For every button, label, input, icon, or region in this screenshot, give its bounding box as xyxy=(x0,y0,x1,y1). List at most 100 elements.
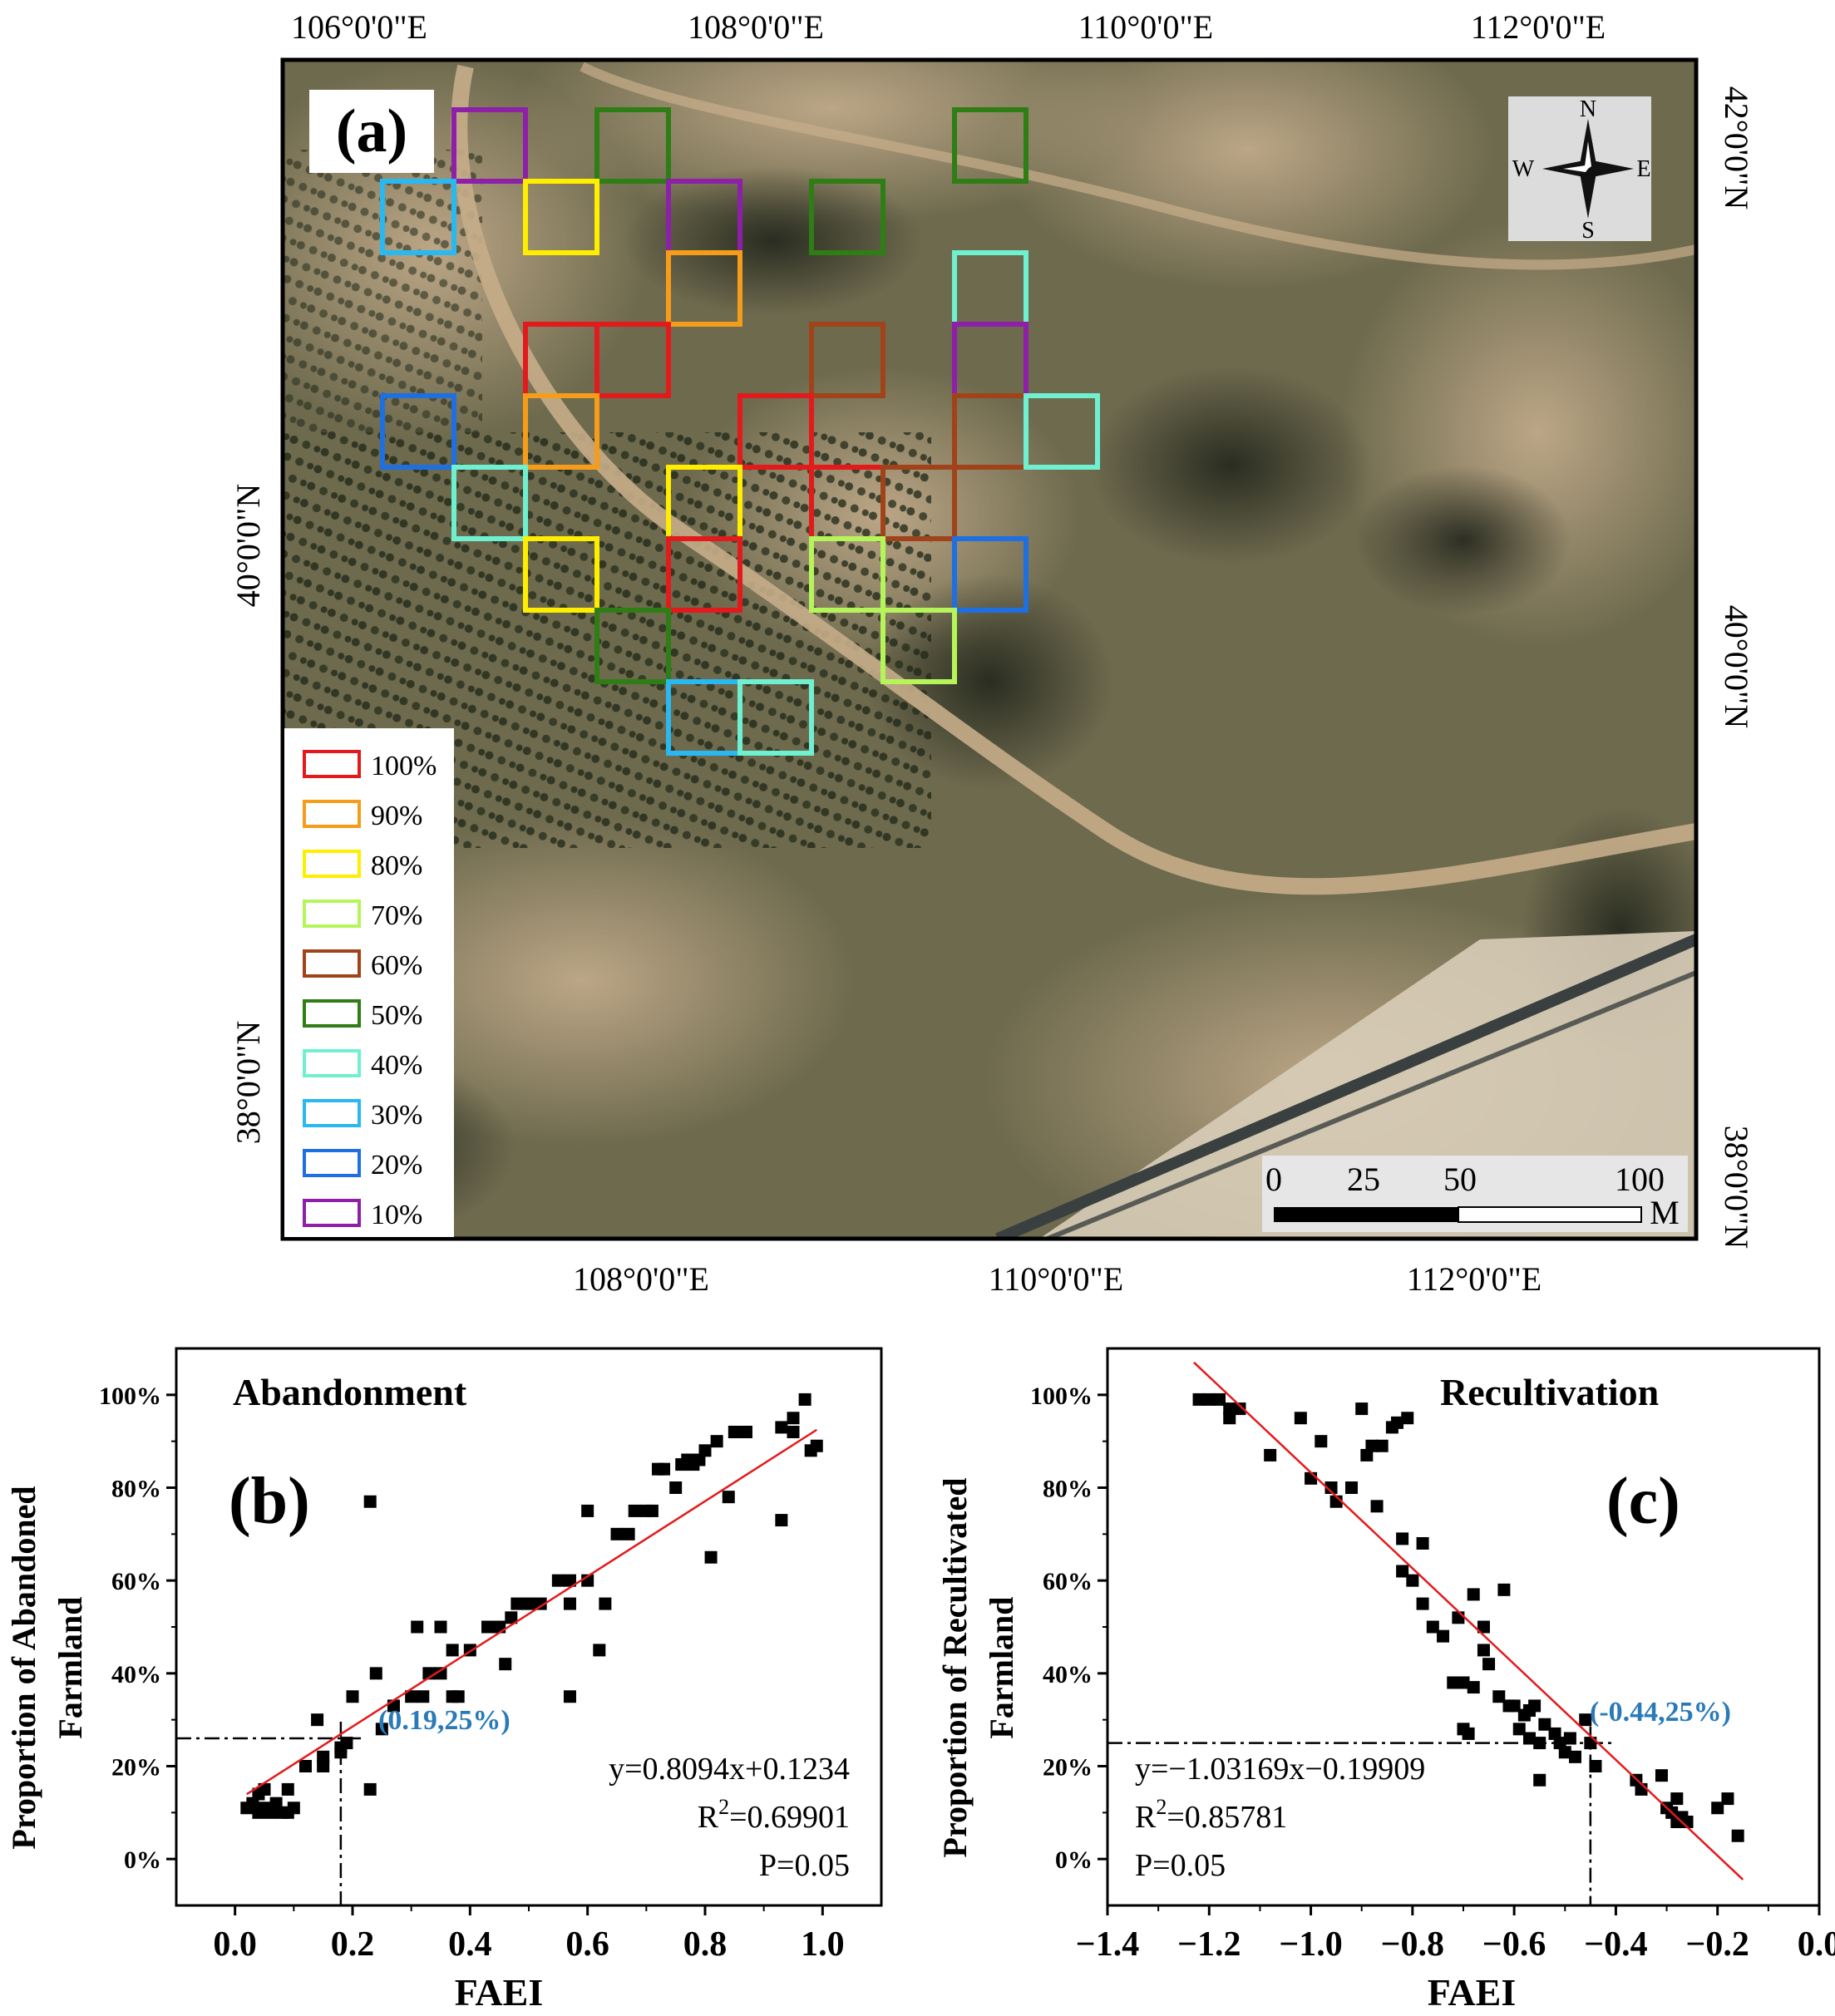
svg-text:y=0.8094x+0.1234: y=0.8094x+0.1234 xyxy=(609,1752,850,1787)
legend-swatch xyxy=(303,1049,361,1077)
legend-swatch xyxy=(303,900,361,928)
x-tick-label: 0.0 xyxy=(213,1925,257,1964)
grid-cell-22 xyxy=(523,536,599,613)
y-tick-label: 0% xyxy=(124,1846,161,1874)
data-point xyxy=(669,1481,683,1494)
satellite-map-panel: (a) N S W E 0 25 50 100 M 100% 90% 80% 70% 6… xyxy=(229,8,1755,1297)
svg-text:P=0.05: P=0.05 xyxy=(759,1848,850,1883)
y-tick-label: 80% xyxy=(111,1476,161,1503)
grid-cell-25 xyxy=(952,536,1028,613)
data-point xyxy=(1492,1690,1506,1703)
data-point xyxy=(1264,1448,1277,1461)
svg-text:Farmland: Farmland xyxy=(983,1596,1020,1738)
grid-cell-17 xyxy=(1024,393,1100,470)
grid-cell-18 xyxy=(451,465,528,541)
data-point xyxy=(317,1750,330,1763)
data-point xyxy=(511,1597,524,1610)
svg-text:108°0'0"E: 108°0'0"E xyxy=(573,1260,709,1297)
data-point xyxy=(1233,1402,1246,1416)
svg-text:108°0'0"E: 108°0'0"E xyxy=(688,8,824,46)
data-point xyxy=(622,1527,635,1540)
data-point xyxy=(710,1435,723,1448)
data-point xyxy=(593,1644,606,1657)
grid-cell-13 xyxy=(380,393,456,470)
x-axis-label: FAEI xyxy=(1428,1971,1517,2014)
svg-text:E: E xyxy=(1636,156,1650,182)
data-point xyxy=(375,1723,388,1736)
x-tick-label: −1.4 xyxy=(1076,1925,1139,1964)
scale-bar: 0 25 50 100 M xyxy=(1262,1156,1688,1232)
legend-swatch xyxy=(303,850,361,878)
data-point xyxy=(298,1760,312,1772)
svg-text:N: N xyxy=(1580,96,1596,122)
data-point xyxy=(499,1658,512,1671)
data-point xyxy=(1569,1750,1582,1763)
svg-text:Proportion of Recultivated: Proportion of Recultivated xyxy=(936,1478,974,1858)
data-point xyxy=(1731,1829,1744,1842)
x-tick-label: 0.8 xyxy=(683,1925,728,1964)
data-point xyxy=(1305,1471,1318,1485)
reference-point-label: (0.19,25%) xyxy=(378,1705,511,1736)
data-point xyxy=(787,1412,800,1425)
legend-label: 20% xyxy=(371,1150,422,1181)
reference-point-label: (-0.44,25%) xyxy=(1590,1697,1731,1728)
y-axis-label: Proportion of Recultivated Farmland xyxy=(936,1478,1020,1858)
legend-label: 70% xyxy=(371,900,422,931)
data-point xyxy=(1355,1402,1369,1416)
regression-equation: y=0.8094x+0.1234 R2=0.69901 P=0.05 xyxy=(609,1752,850,1883)
data-point xyxy=(581,1504,594,1517)
data-point xyxy=(1721,1792,1734,1806)
data-point xyxy=(1670,1792,1684,1806)
x-axis-label: FAEI xyxy=(455,1971,544,2014)
grid-cell-3 xyxy=(380,179,456,255)
data-point xyxy=(363,1782,377,1796)
svg-text:40°0'0"N: 40°0'0"N xyxy=(1718,605,1755,728)
data-point xyxy=(281,1782,294,1796)
chart-title: Abandonment xyxy=(233,1371,467,1413)
y-tick-label: 80% xyxy=(1043,1476,1093,1503)
data-point xyxy=(363,1495,377,1508)
data-point xyxy=(1223,1412,1236,1425)
legend-label: 10% xyxy=(371,1200,422,1230)
svg-text:38°0'0"N: 38°0'0"N xyxy=(1718,1126,1755,1249)
data-point xyxy=(645,1504,659,1517)
x-tick-label: −1.2 xyxy=(1177,1925,1241,1964)
grid-cell-7 xyxy=(666,250,742,327)
bottom-longitude-labels: 108°0'0"E 110°0'0"E 112°0'0"E xyxy=(573,1260,1541,1297)
legend-swatch xyxy=(303,949,361,978)
data-point xyxy=(1365,1439,1379,1452)
svg-text:(a): (a) xyxy=(336,97,407,165)
data-point xyxy=(493,1620,506,1634)
x-tick-label: −1.0 xyxy=(1279,1925,1342,1964)
grid-cell-23 xyxy=(666,536,742,613)
chart-title: Recultivation xyxy=(1440,1371,1659,1413)
data-point xyxy=(551,1574,565,1587)
data-point xyxy=(775,1421,788,1434)
legend-swatch xyxy=(303,1199,361,1227)
svg-text:0: 0 xyxy=(1265,1161,1282,1198)
svg-text:M: M xyxy=(1650,1194,1680,1231)
data-point xyxy=(1497,1583,1511,1596)
data-point xyxy=(451,1690,465,1703)
y-tick-label: 20% xyxy=(111,1754,161,1782)
data-point xyxy=(728,1426,741,1438)
x-tick-label: 0.0 xyxy=(1798,1925,1835,1964)
x-tick-label: −0.8 xyxy=(1381,1925,1444,1964)
y-tick-label: 60% xyxy=(111,1568,161,1595)
data-point xyxy=(775,1514,788,1527)
data-point xyxy=(1579,1713,1592,1727)
data-point xyxy=(1437,1629,1450,1643)
legend-label: 100% xyxy=(371,751,437,781)
svg-text:38°0'0"N: 38°0'0"N xyxy=(229,1021,267,1144)
svg-text:106°0'0"E: 106°0'0"E xyxy=(291,8,427,46)
scatter-chart-recultivation: Proportion of Recultivated Farmland FAEI… xyxy=(936,1347,1835,2014)
legend-swatch xyxy=(303,1149,361,1177)
svg-text:R2=0.69901: R2=0.69901 xyxy=(698,1795,850,1835)
y-tick-label: 40% xyxy=(111,1661,161,1688)
data-point xyxy=(1467,1588,1480,1601)
y-tick-label: 100% xyxy=(99,1383,161,1410)
data-point xyxy=(1213,1392,1226,1406)
data-point xyxy=(405,1690,418,1703)
data-point xyxy=(1416,1597,1429,1610)
legend-label: 90% xyxy=(371,801,422,831)
